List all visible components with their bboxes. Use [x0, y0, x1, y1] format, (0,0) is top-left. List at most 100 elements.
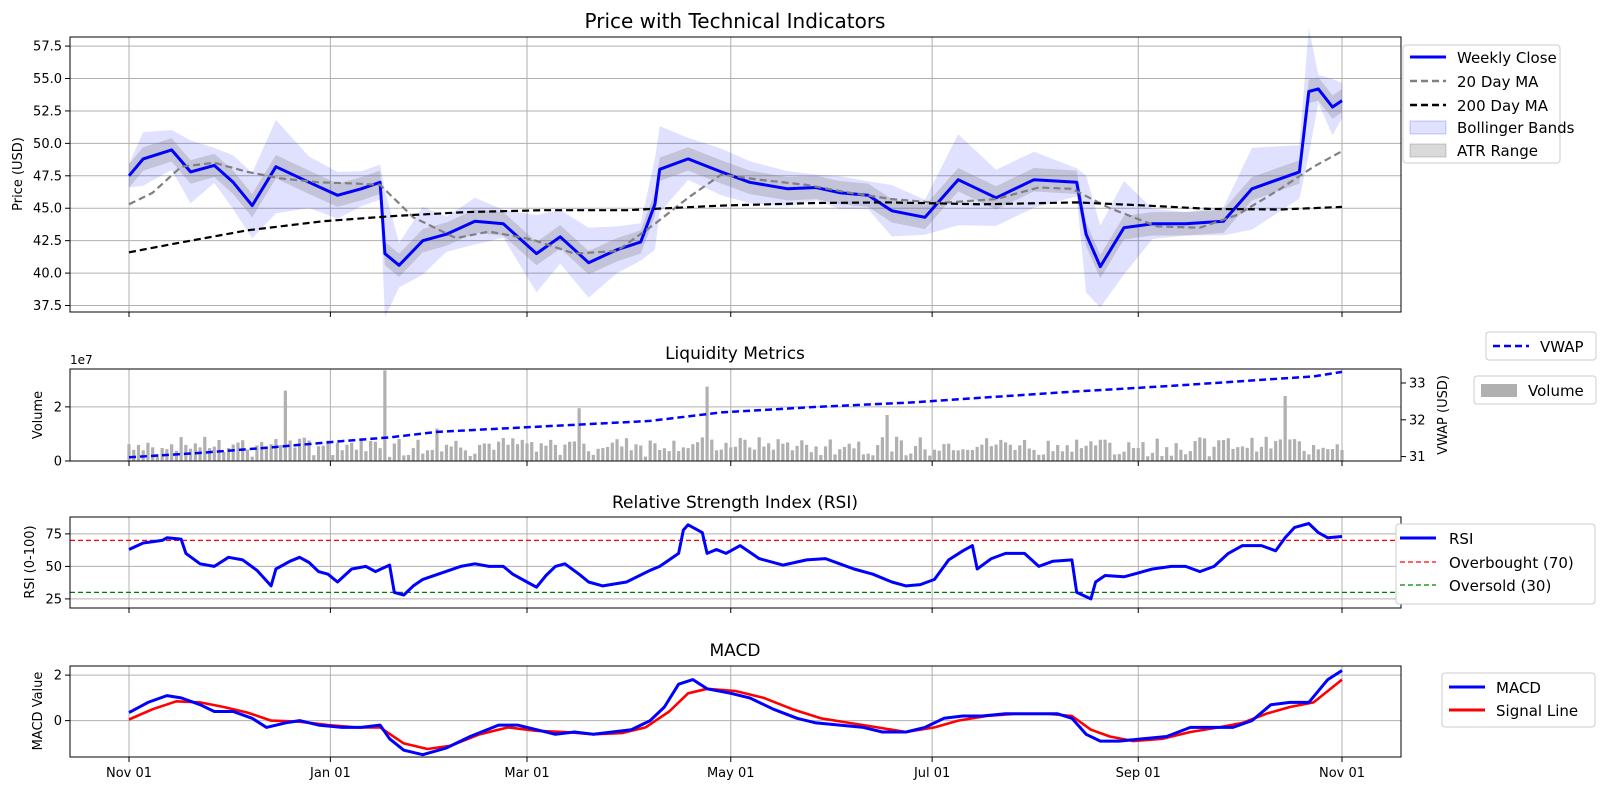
volume-bar: [1269, 448, 1273, 461]
volume-bar: [695, 442, 700, 461]
volume-bar: [767, 443, 771, 461]
volume-bar: [620, 446, 624, 461]
volume-bar: [553, 444, 558, 461]
y-tick-label: 57.5: [33, 40, 62, 55]
volume-bar: [577, 408, 581, 461]
volume-bar: [1174, 443, 1178, 461]
volume-bar: [321, 445, 325, 461]
volume-bar: [913, 446, 918, 461]
volume-bar: [525, 443, 529, 461]
volume-bar: [1297, 441, 1301, 461]
volume-bar: [1245, 447, 1249, 461]
series-line-rsi: [128, 522, 1343, 601]
legend-atr-label: ATR Range: [1457, 142, 1538, 160]
y-tick-label: 75: [45, 527, 62, 542]
volume-bar: [828, 439, 832, 461]
volume-bar: [1212, 446, 1216, 461]
volume-bar: [1041, 454, 1046, 461]
y2-tick-label: 31: [1409, 450, 1426, 465]
volume-bar: [207, 448, 212, 461]
volume-bar: [188, 448, 193, 461]
y-tick-label: 37.5: [33, 299, 62, 314]
volume-bar: [804, 444, 809, 461]
volume-bar: [847, 443, 851, 461]
volume-bar: [790, 450, 794, 461]
volume-bar: [468, 455, 472, 461]
liquidity-multiplier: 1e7: [70, 353, 93, 367]
vwap-legend: VWAP: [1485, 331, 1597, 361]
volume-bar: [989, 446, 993, 461]
volume-bar: [838, 449, 842, 461]
liquidity-lines: [128, 370, 1343, 459]
volume-bar: [1098, 439, 1102, 461]
volume-bar: [1188, 451, 1192, 461]
volume-bar: [975, 446, 979, 461]
volume-bar: [776, 439, 780, 461]
volume-bar: [885, 415, 889, 461]
macd-frame: [69, 665, 1402, 758]
volume-bar: [250, 456, 254, 461]
volume-bar: [174, 450, 178, 461]
volume-bar: [866, 453, 870, 461]
y-tick-label: 40.0: [33, 267, 62, 282]
volume-bar: [1084, 445, 1088, 461]
volume-bar: [1051, 451, 1055, 461]
volume-bar: [411, 448, 415, 461]
volume-bar: [222, 451, 226, 461]
volume-bar: [245, 449, 250, 461]
volume-bar: [568, 441, 572, 461]
volume-bar: [378, 448, 382, 461]
volume-bar: [662, 448, 667, 461]
volume-bar: [1008, 444, 1012, 461]
volume-bar: [1070, 451, 1074, 461]
volume-bar: [146, 442, 150, 461]
volume-bar: [876, 445, 880, 461]
rsi-legend: RSI Overbought (70) Oversold (30): [1395, 523, 1596, 605]
legend-vwap-label: VWAP: [1540, 338, 1584, 356]
volume-bar: [587, 451, 591, 461]
price-lines: [127, 87, 1343, 269]
volume-bar: [264, 446, 269, 461]
volume-bar: [1060, 451, 1065, 461]
volume-bar: [515, 444, 520, 461]
volume-bar: [1288, 439, 1292, 461]
series-line-20-day-ma: [128, 150, 1343, 255]
volume-bar: [667, 451, 671, 461]
y-tick-label: 50: [45, 560, 62, 575]
volume-bar: [980, 444, 984, 461]
legend-20ma-label: 20 Day MA: [1457, 73, 1539, 91]
volume-bar: [823, 446, 828, 461]
price-title: Price with Technical Indicators: [585, 9, 886, 33]
volume-bar: [340, 450, 344, 461]
volume-bar: [335, 442, 340, 461]
volume-bar: [440, 451, 444, 461]
volume-bar: [819, 455, 823, 461]
volume-bar: [1179, 449, 1183, 461]
volume-bar: [681, 447, 685, 461]
volume-bar: [255, 445, 259, 461]
series-line-weekly-close: [127, 87, 1343, 269]
volume-bar: [994, 444, 998, 461]
volume-bar: [1131, 447, 1136, 461]
volume-bar: [1112, 454, 1117, 461]
volume-bar: [1207, 456, 1211, 461]
volume-bar: [932, 449, 937, 461]
volume-bar: [307, 440, 311, 461]
volume-bar: [762, 446, 766, 461]
macd-yticks: 02: [54, 669, 70, 729]
volume-bar: [833, 454, 837, 461]
macd-lines: [128, 669, 1343, 757]
price-bands: [129, 27, 1342, 318]
x-tick-label: Jan 01: [309, 766, 351, 781]
y-tick-label: 2: [54, 669, 62, 684]
y-tick-label: 0: [54, 714, 62, 729]
volume-bar: [1094, 445, 1098, 461]
volume-bar: [369, 441, 373, 461]
legend-macd-label: MACD: [1496, 679, 1541, 697]
volume-bar: [274, 439, 278, 461]
volume-bar: [482, 443, 486, 461]
volume-bar: [236, 442, 240, 461]
volume-bar: [999, 439, 1003, 461]
volume-bar: [1278, 439, 1283, 461]
legend-bollinger-label: Bollinger Bands: [1457, 119, 1575, 137]
